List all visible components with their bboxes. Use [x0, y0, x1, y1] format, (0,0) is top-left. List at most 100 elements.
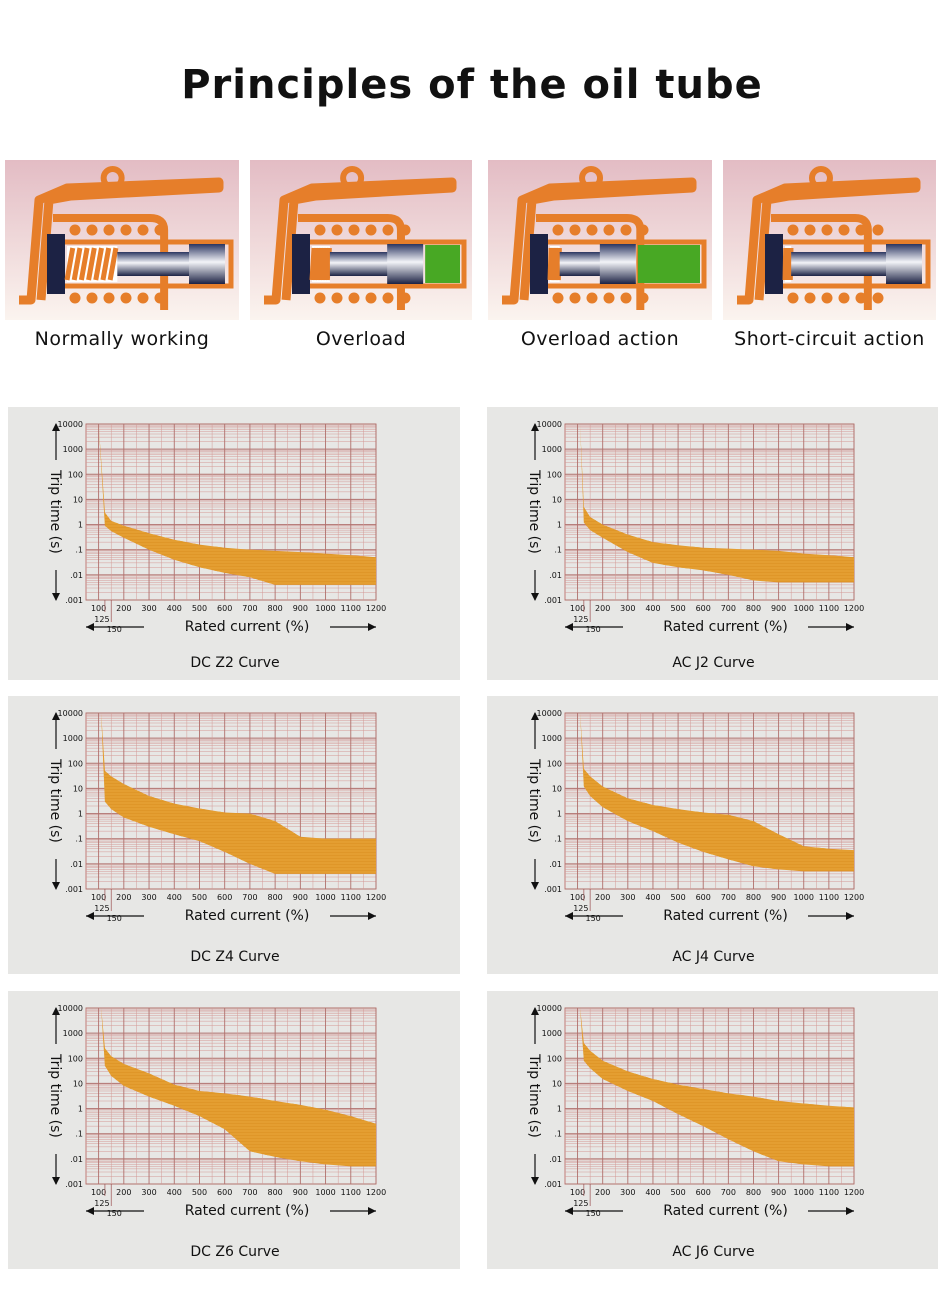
x-arrow-left-head: [86, 912, 94, 920]
x-tick-label: 700: [242, 893, 257, 902]
coil-dot: [586, 224, 598, 236]
x-tick-label: 1100: [341, 1188, 361, 1197]
y-tick-label: 10000: [58, 1004, 83, 1013]
x-arrow-right-head: [368, 623, 376, 631]
coil-dot: [586, 292, 598, 304]
x-arrow-left-head: [86, 623, 94, 631]
coil-dot: [365, 224, 377, 236]
y-tick-label: 10000: [537, 420, 562, 429]
y-tick-label: .01: [70, 1155, 83, 1164]
oil-fill: [425, 245, 460, 283]
x-tick-label: 100: [570, 1188, 585, 1197]
lever-frame: [502, 177, 697, 305]
coil-dot: [382, 292, 394, 304]
x-tick-label: 100: [570, 604, 585, 613]
plunger-head: [189, 244, 225, 284]
x-axis-label: Rated current (%): [185, 908, 310, 924]
y-tick-label: 1: [557, 521, 562, 530]
lever-frame: [264, 177, 457, 305]
y-tick-label: 1: [78, 810, 83, 819]
x-axis-label: Rated current (%): [185, 619, 310, 635]
x-arrow-right-head: [368, 1207, 376, 1215]
plunger-rod: [329, 252, 394, 276]
y-tick-label: .1: [554, 835, 562, 844]
x-tick-label: 300: [620, 1188, 635, 1197]
x-tick-label: 600: [696, 1188, 711, 1197]
x-tick-label: 100: [91, 604, 106, 613]
chart-panel-dc-z4: 10000 1000 100 10 1 .1 .01 .001 100 200 300 400 500 6…: [8, 696, 460, 974]
y-axis-label: Trip time (s): [47, 758, 63, 843]
coil-dot: [86, 292, 98, 304]
y-arrow-down-head: [531, 593, 539, 601]
x-tick-label: 500: [670, 604, 685, 613]
coil-dot: [120, 224, 132, 236]
spring-coil: [787, 247, 794, 281]
y-tick-label: .01: [549, 571, 562, 580]
plunger-rod: [559, 252, 606, 276]
x-tick-label: 200: [116, 1188, 131, 1197]
y-tick-label: 1000: [63, 1029, 83, 1038]
x-tick-label: 100: [91, 1188, 106, 1197]
trip-band: [577, 424, 854, 583]
coil-housing: [771, 214, 872, 310]
y-tick-label: .1: [554, 546, 562, 555]
x-tick-label: 900: [293, 604, 308, 613]
x-tick-label: 600: [696, 604, 711, 613]
chart-panel-dc-z6: 10000 1000 100 10 1 .1 .01 .001 100 200 300 400 500 6…: [8, 991, 460, 1269]
y-tick-label: .01: [70, 571, 83, 580]
x-tick-label: 700: [242, 604, 257, 613]
y-arrow-up-head: [52, 1007, 60, 1015]
principle-overload-action-illustration: [488, 160, 712, 320]
coil-dot: [821, 224, 833, 236]
y-arrow-up-head: [531, 712, 539, 720]
x-arrow-right-head: [846, 912, 854, 920]
x-tick-label: 1100: [341, 893, 361, 902]
pivot-ring: [579, 166, 604, 190]
x-tick-label: 400: [645, 604, 660, 613]
y-arrow-down-head: [52, 882, 60, 890]
x-extra-tick-label: 150: [107, 914, 122, 923]
end-plate: [47, 234, 65, 294]
coil-dot: [821, 292, 833, 304]
y-tick-label: 10000: [537, 709, 562, 718]
x-tick-label: 400: [645, 893, 660, 902]
x-tick-label: 500: [670, 893, 685, 902]
principle-short-circuit-illustration: [723, 160, 936, 320]
x-tick-label: 400: [167, 893, 182, 902]
chart-title: AC J6 Curve: [672, 1244, 754, 1260]
x-tick-label: 600: [217, 604, 232, 613]
x-tick-label: 1000: [315, 604, 335, 613]
y-arrow-up-head: [52, 423, 60, 431]
spring-coil: [312, 247, 320, 281]
spring-coil: [555, 247, 562, 281]
x-tick-label: 1100: [819, 893, 839, 902]
coil-dot: [552, 292, 564, 304]
x-tick-label: 1000: [794, 893, 814, 902]
x-extra-tick-label: 125: [94, 904, 109, 913]
coil-dot: [872, 292, 884, 304]
end-plate: [765, 234, 783, 294]
y-tick-label: .1: [75, 546, 83, 555]
x-tick-label: 1100: [819, 604, 839, 613]
x-tick-label: 1200: [844, 1188, 864, 1197]
y-tick-label: 1: [78, 1105, 83, 1114]
y-arrow-up-head: [52, 712, 60, 720]
x-extra-tick-label: 150: [107, 1209, 122, 1218]
chart-title: DC Z2 Curve: [190, 655, 279, 671]
end-plate: [530, 234, 548, 294]
x-tick-label: 1200: [366, 604, 386, 613]
y-tick-label: 10: [73, 784, 83, 793]
x-tick-label: 800: [267, 604, 282, 613]
x-extra-tick-label: 150: [585, 914, 600, 923]
coil-dot: [86, 224, 98, 236]
x-tick-label: 900: [293, 893, 308, 902]
x-tick-label: 800: [746, 604, 761, 613]
x-tick-label: 400: [645, 1188, 660, 1197]
y-tick-label: .001: [65, 1180, 83, 1189]
x-arrow-right-head: [368, 912, 376, 920]
coil-dot: [154, 292, 166, 304]
spring-coil: [317, 247, 325, 281]
principle-label-normal: Normally working: [34, 328, 210, 350]
spring-coil: [64, 247, 76, 281]
chart-title: DC Z6 Curve: [190, 1244, 279, 1260]
